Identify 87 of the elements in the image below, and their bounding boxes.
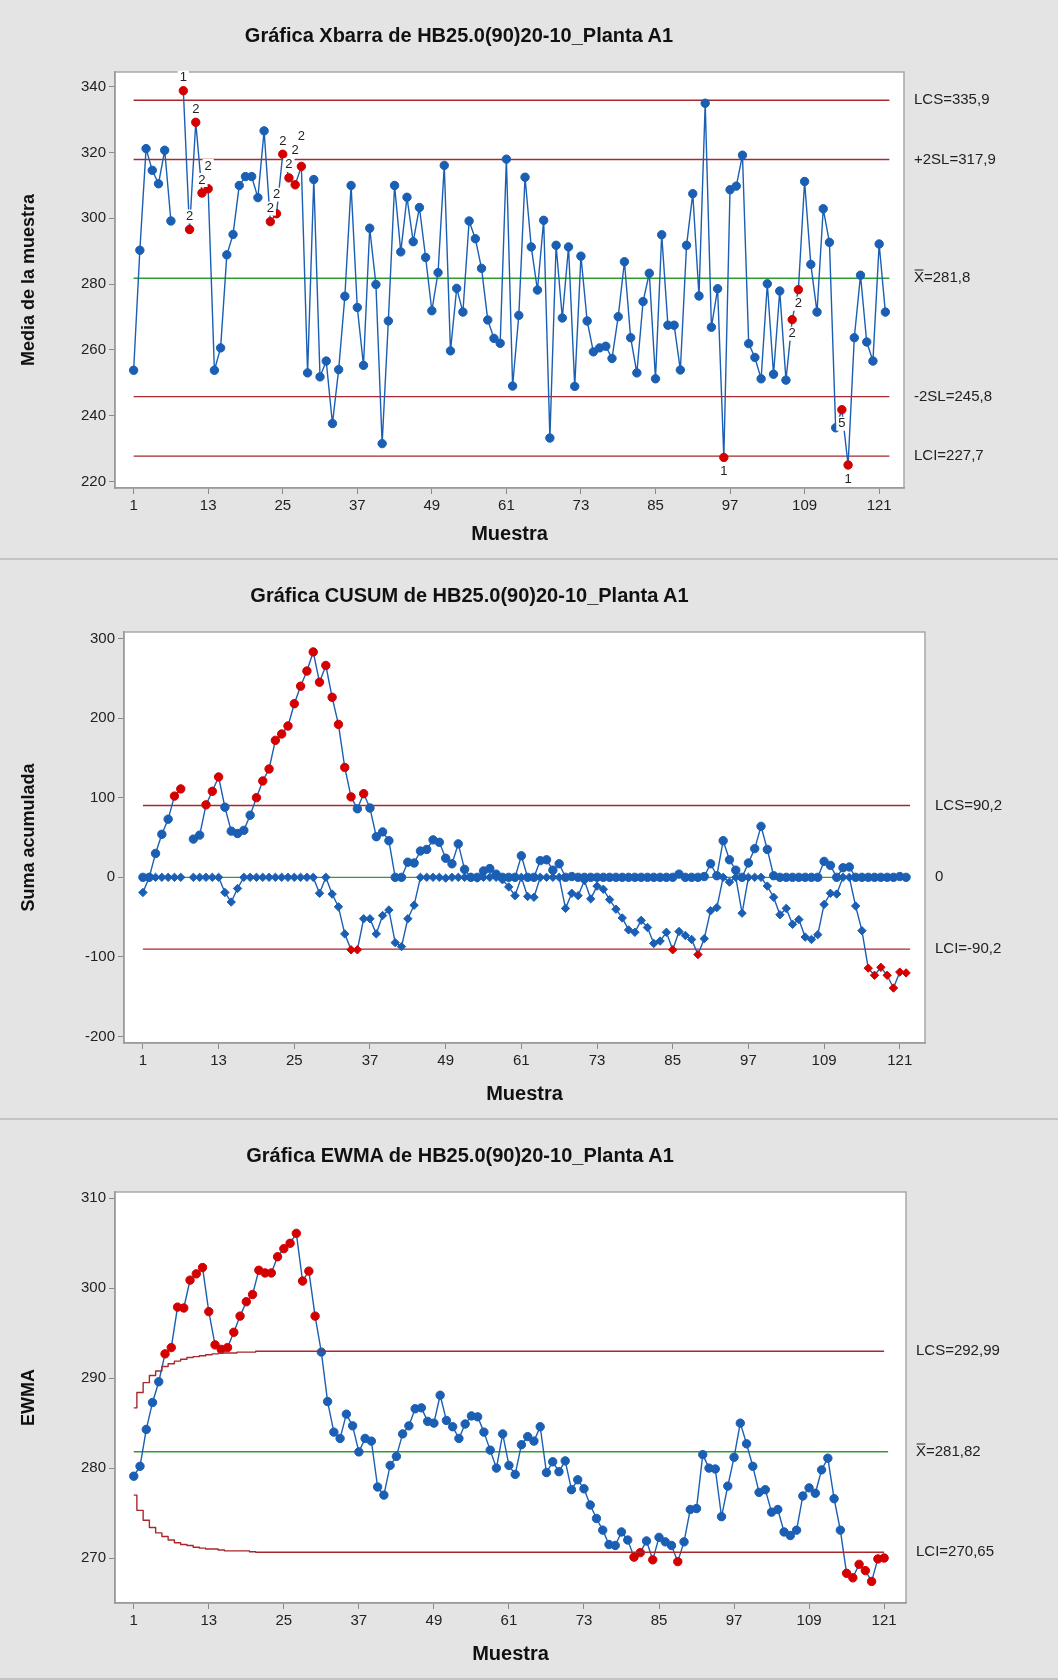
annotation: 2 [291,142,299,158]
ref-line-label: LCI=227,7 [914,446,984,464]
ref-line-label: LCS=335,9 [914,90,990,108]
y-tick-label: 300 [80,208,106,226]
x-tick-label: 109 [796,1611,822,1629]
annotation: 2 [297,128,305,144]
y-tick-label: 260 [80,340,106,358]
annotation: 2 [266,200,274,216]
y-tick-label: -100 [84,947,115,965]
x-tick-label: 37 [361,1051,379,1069]
x-tick-label: 121 [887,1051,913,1069]
y-tick-label: 100 [89,787,115,805]
y-tick-label: 290 [80,1368,106,1386]
x-tick-label: 97 [721,496,739,514]
y-tick-label: 270 [80,1548,106,1566]
x-axis-title: Muestra [486,1081,564,1104]
annotation: 2 [285,156,293,172]
x-tick-label: 61 [513,1051,530,1069]
x-tick-label: 73 [588,1051,606,1069]
x-tick-label: 13 [210,1051,227,1069]
annotation: 2 [788,325,796,341]
y-tick-label: 280 [80,1458,106,1476]
y-tick-label: 300 [89,628,115,646]
annotation: 5 [838,415,846,431]
x-tick-label: 61 [498,496,515,514]
x-tick-label: 49 [425,1611,443,1629]
y-tick-label: 240 [80,405,106,423]
x-tick-label: 61 [500,1611,518,1629]
x-tick-label: 109 [811,1051,837,1069]
x-tick-label: 25 [275,1611,293,1629]
x-tick-label: 25 [274,496,292,514]
chart-title: Gráfica CUSUM de HB25.0(90)20-10_Planta A1 [250,583,689,606]
x-axis-title: Muestra [471,521,549,544]
annotation: 2 [794,295,802,311]
annotation: 2 [185,208,194,224]
x-tick-label: 73 [572,496,590,514]
ref-line-label: LCI=-90,2 [935,939,1002,957]
x-tick-label: 97 [725,1611,743,1629]
ref-line-label: 0 [935,867,944,885]
x-tick-label: 49 [423,496,441,514]
x-tick-label: 25 [285,1051,303,1069]
x-tick-label: 121 [871,1611,897,1629]
x-tick-label: 85 [647,496,664,514]
y-tick-label: 0 [106,867,115,885]
x-tick-label: 121 [866,496,892,514]
annotation: LCI=270,65 [916,1542,994,1560]
annotation: 2 [272,186,281,202]
x-tick-label: 85 [664,1051,682,1069]
ref-line-label: X̿=281,82 [915,1441,981,1459]
y-axis-title: EWMA [17,1369,38,1426]
y-tick-label: 200 [89,708,115,726]
annotation: 1 [179,69,187,85]
x-axis-title: Muestra [472,1641,550,1664]
x-tick-label: 13 [199,496,217,514]
annotation: LCS=292,99 [916,1341,1000,1359]
y-axis-title: Media de la muestra [17,192,38,367]
x-tick-label: 109 [792,496,818,514]
ref-line-label: LCS=90,2 [935,795,1003,813]
y-tick-label: 340 [80,76,106,94]
y-tick-label: -200 [84,1026,115,1044]
x-tick-label: 1 [129,496,138,514]
chart-title: Gráfica EWMA de HB25.0(90)20-10_Planta A1 [246,1143,674,1166]
y-tick-label: 300 [80,1278,106,1296]
ref-line-label: -2SL=245,8 [914,386,992,404]
y-tick-label: 320 [80,142,106,160]
x-tick-label: 49 [437,1051,455,1069]
y-tick-label: 280 [80,274,106,292]
annotation: 2 [198,171,206,187]
x-tick-label: 1 [129,1611,138,1629]
ref-line-label: +2SL=317,9 [914,149,996,167]
annotation: 2 [192,100,200,116]
chart-title: Gráfica Xbarra de HB25.0(90)20-10_Planta A1 [244,23,674,46]
annotation: 1 [720,462,728,478]
x-tick-label: 97 [740,1051,757,1069]
ref-line-label: X̿=281,8 [913,268,971,286]
x-tick-label: 85 [650,1611,668,1629]
x-tick-label: 1 [138,1051,148,1069]
x-tick-label: 73 [575,1611,593,1629]
x-tick-label: 37 [350,1611,368,1629]
y-tick-label: 220 [80,471,106,489]
annotation: 2 [204,157,212,173]
annotation: 2 [279,132,287,148]
x-tick-label: 37 [348,496,366,514]
y-axis-title: Suma acumulada [17,762,38,912]
annotation: 1 [844,470,852,486]
y-tick-label: 310 [80,1188,106,1206]
x-tick-label: 13 [200,1611,218,1629]
